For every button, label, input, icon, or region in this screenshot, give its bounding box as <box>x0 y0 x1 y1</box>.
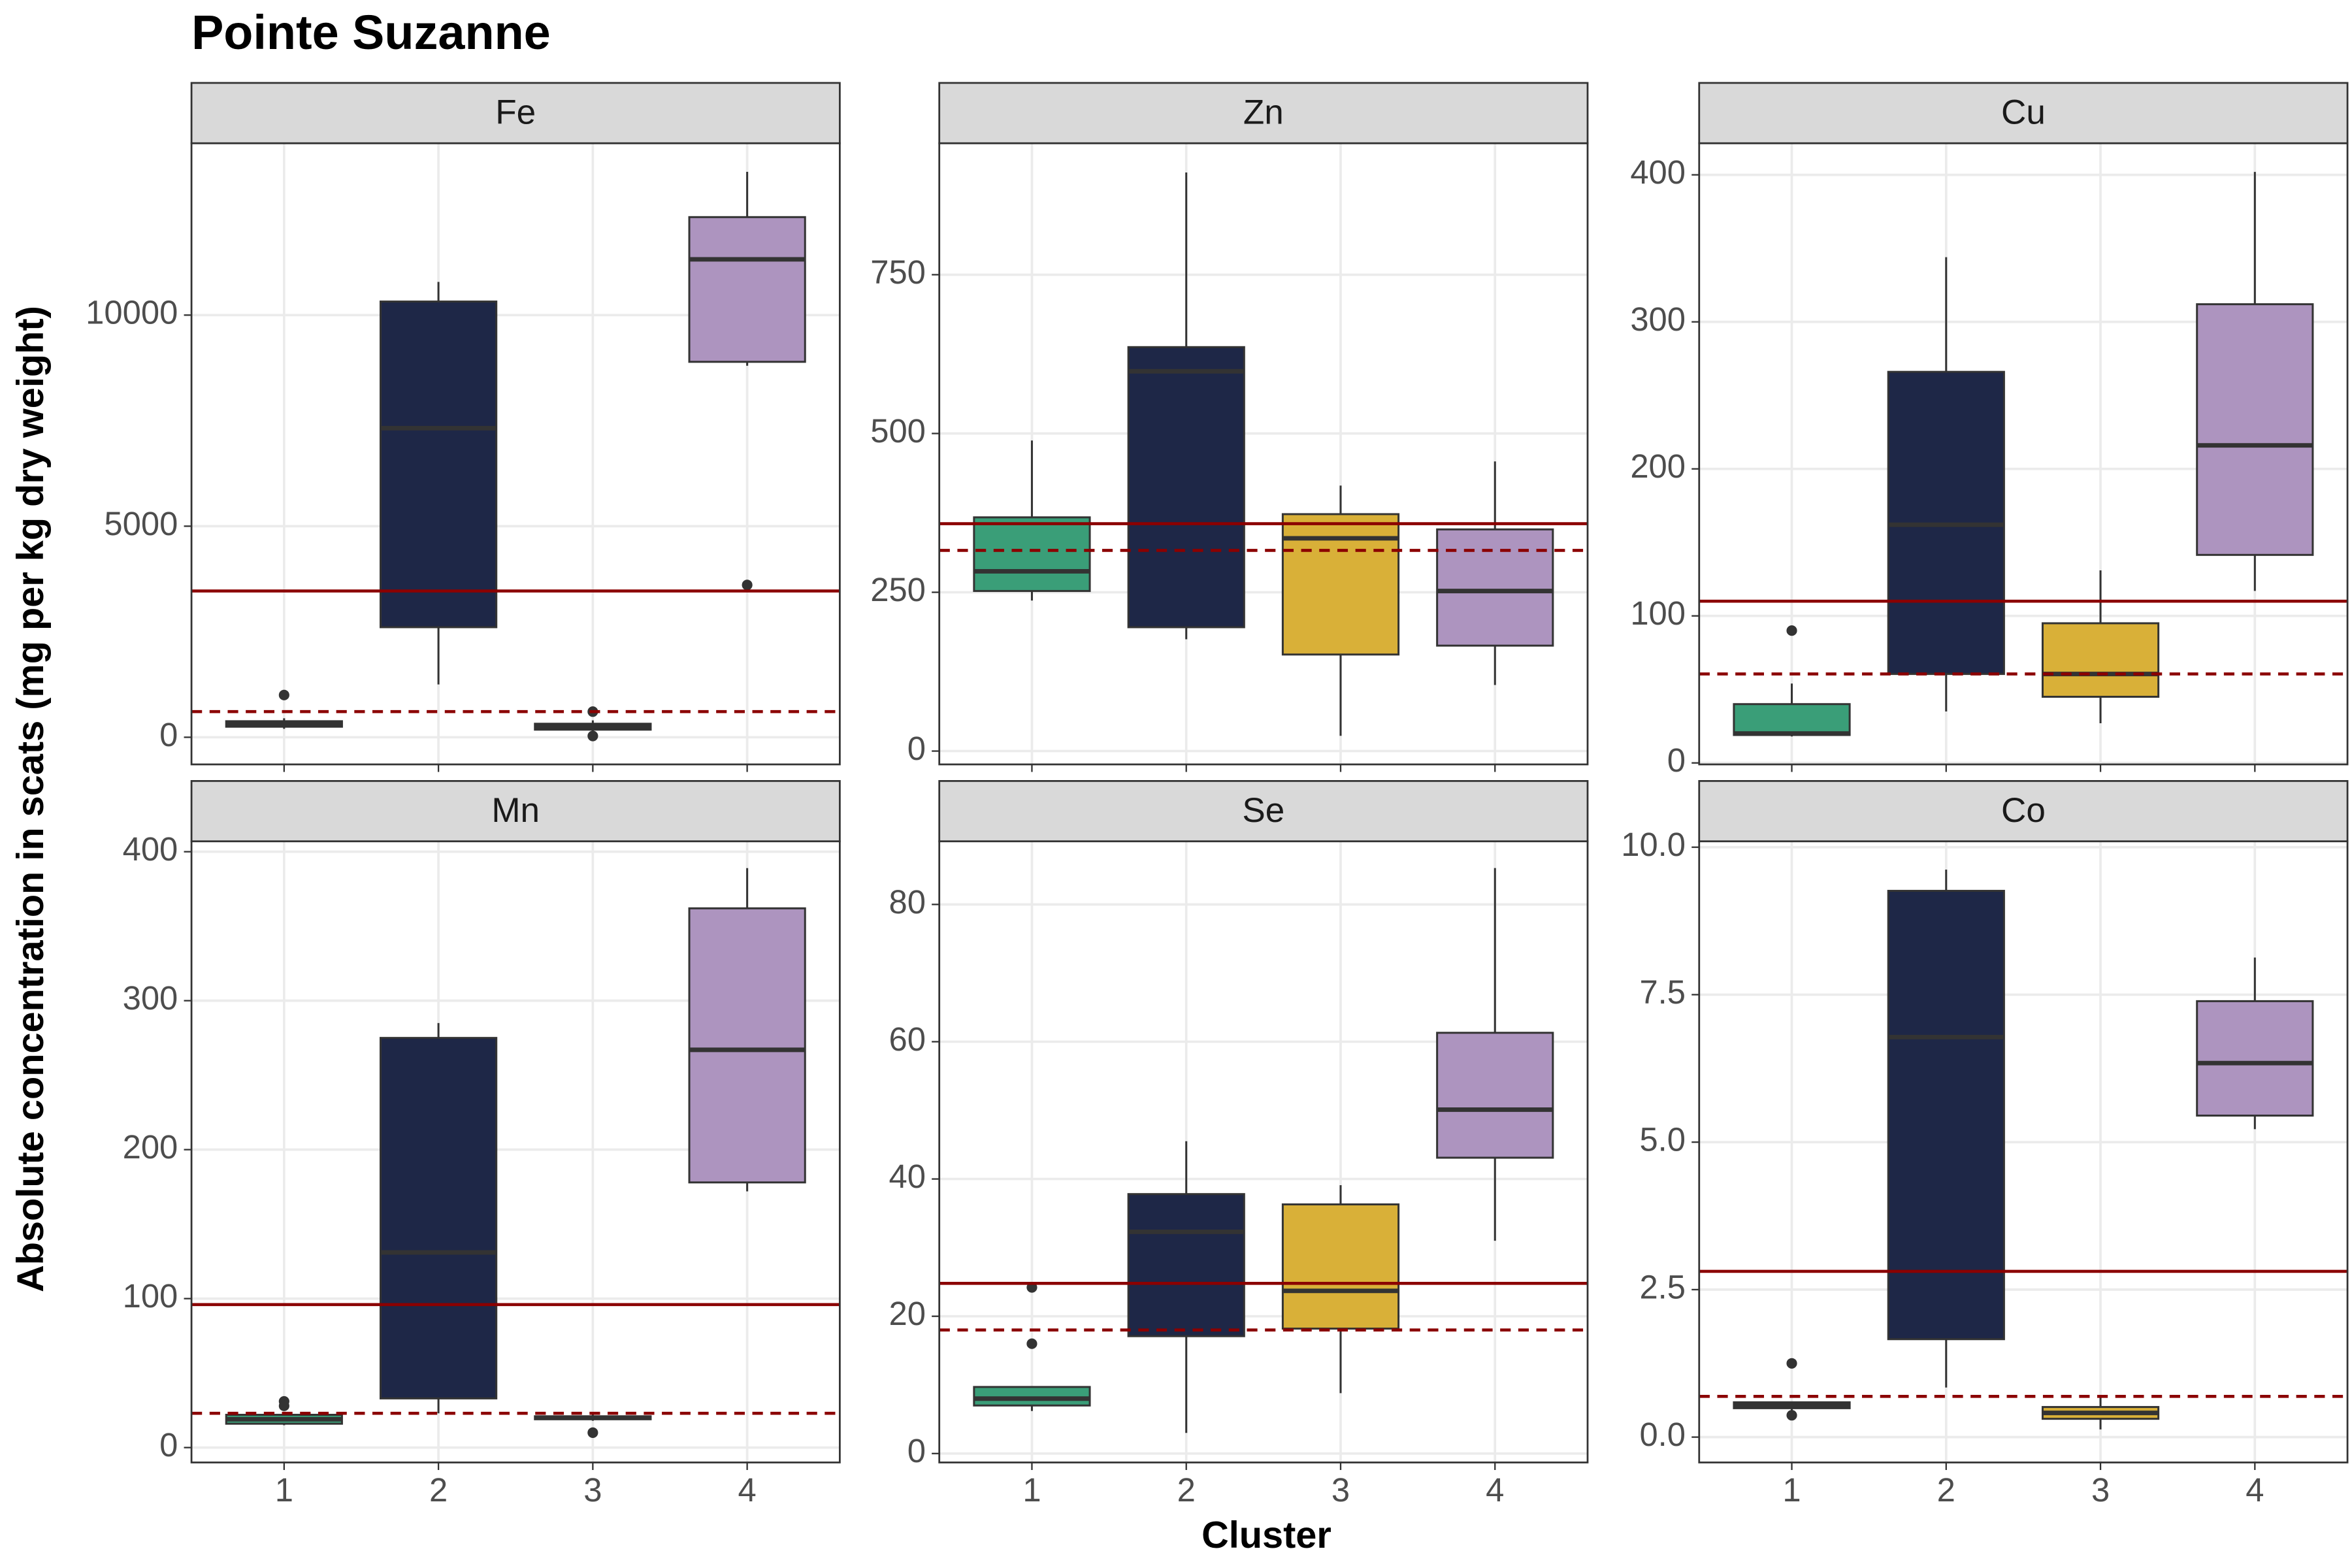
y-tick-label: 0.0 <box>1639 1416 1686 1453</box>
strip <box>938 82 1589 144</box>
x-tick-label: 4 <box>738 1471 757 1509</box>
box <box>380 301 498 629</box>
outlier <box>742 580 753 591</box>
strip-label: Co <box>2001 791 2046 830</box>
y-tick-label: 100 <box>123 1277 178 1315</box>
x-axis-label: Cluster <box>1201 1514 1331 1556</box>
box <box>1436 528 1554 647</box>
x-tick-label: 1 <box>1782 1471 1801 1509</box>
strip <box>938 780 1589 843</box>
box <box>1127 1193 1245 1337</box>
box <box>973 516 1091 593</box>
y-tick-label: 0 <box>1667 742 1686 779</box>
y-tick-label: 10000 <box>86 294 178 331</box>
y-tick-label: 10.0 <box>1621 826 1686 863</box>
box <box>2196 303 2314 556</box>
y-tick-label: 60 <box>889 1021 925 1058</box>
y-tick-label: 0 <box>907 1432 926 1469</box>
y-tick-label: 40 <box>889 1158 925 1195</box>
y-tick-label: 5000 <box>104 505 178 542</box>
strip-label: Cu <box>2001 93 2046 131</box>
strip-label: Zn <box>1243 93 1284 131</box>
strip <box>190 82 841 144</box>
box <box>1281 1203 1400 1330</box>
outlier <box>278 689 289 700</box>
box <box>1281 513 1400 656</box>
x-tick-label: 3 <box>583 1471 602 1509</box>
box <box>1436 1032 1554 1159</box>
strip-label: Se <box>1242 791 1284 830</box>
outlier <box>1786 625 1797 636</box>
outlier <box>587 1427 598 1438</box>
y-tick-label: 300 <box>1630 301 1686 338</box>
strip <box>1698 82 2349 144</box>
y-tick-label: 20 <box>889 1295 925 1332</box>
box <box>688 216 806 363</box>
strip <box>1698 780 2349 843</box>
x-tick-label: 1 <box>275 1471 293 1509</box>
y-tick-label: 400 <box>123 830 178 868</box>
x-tick-label: 4 <box>2246 1471 2264 1509</box>
y-tick-label: 400 <box>1630 154 1686 191</box>
y-tick-label: 7.5 <box>1639 973 1686 1011</box>
y-tick-label: 200 <box>123 1128 178 1166</box>
y-tick-label: 2.5 <box>1639 1268 1686 1305</box>
box <box>1887 890 2005 1341</box>
box <box>2196 1000 2314 1117</box>
x-tick-label: 2 <box>429 1471 448 1509</box>
box <box>1127 346 1245 629</box>
box <box>380 1037 498 1399</box>
outlier <box>1786 1410 1797 1421</box>
y-tick-label: 100 <box>1630 595 1686 632</box>
y-tick-label: 200 <box>1630 448 1686 485</box>
strip-label: Fe <box>495 93 536 131</box>
outlier <box>1786 1358 1797 1369</box>
y-tick-label: 0 <box>907 730 926 767</box>
y-tick-label: 250 <box>870 571 926 608</box>
x-tick-label: 3 <box>1331 1471 1350 1509</box>
y-tick-label: 80 <box>889 883 925 921</box>
panel-background <box>939 143 1588 764</box>
box <box>2041 622 2160 698</box>
outlier <box>1026 1338 1037 1349</box>
y-axis-label: Absolute concentration in scats (mg per … <box>10 306 52 1292</box>
chart-title: Pointe Suzanne <box>191 5 551 59</box>
y-tick-label: 500 <box>870 412 926 449</box>
y-tick-label: 0 <box>159 1426 178 1463</box>
outlier <box>587 730 598 742</box>
outlier <box>278 1400 289 1411</box>
box <box>973 1386 1091 1407</box>
x-tick-label: 4 <box>1486 1471 1504 1509</box>
strip-label: Mn <box>491 791 540 830</box>
y-tick-label: 5.0 <box>1639 1121 1686 1158</box>
strip <box>190 780 841 843</box>
y-tick-label: 300 <box>123 979 178 1017</box>
x-tick-label: 2 <box>1177 1471 1196 1509</box>
box <box>688 907 806 1184</box>
x-tick-label: 1 <box>1022 1471 1041 1509</box>
y-tick-label: 0 <box>159 716 178 753</box>
y-tick-label: 750 <box>870 253 926 291</box>
x-tick-label: 3 <box>2091 1471 2110 1509</box>
panel-background <box>1699 841 2348 1463</box>
x-tick-label: 2 <box>1937 1471 1955 1509</box>
box <box>1733 703 1851 736</box>
